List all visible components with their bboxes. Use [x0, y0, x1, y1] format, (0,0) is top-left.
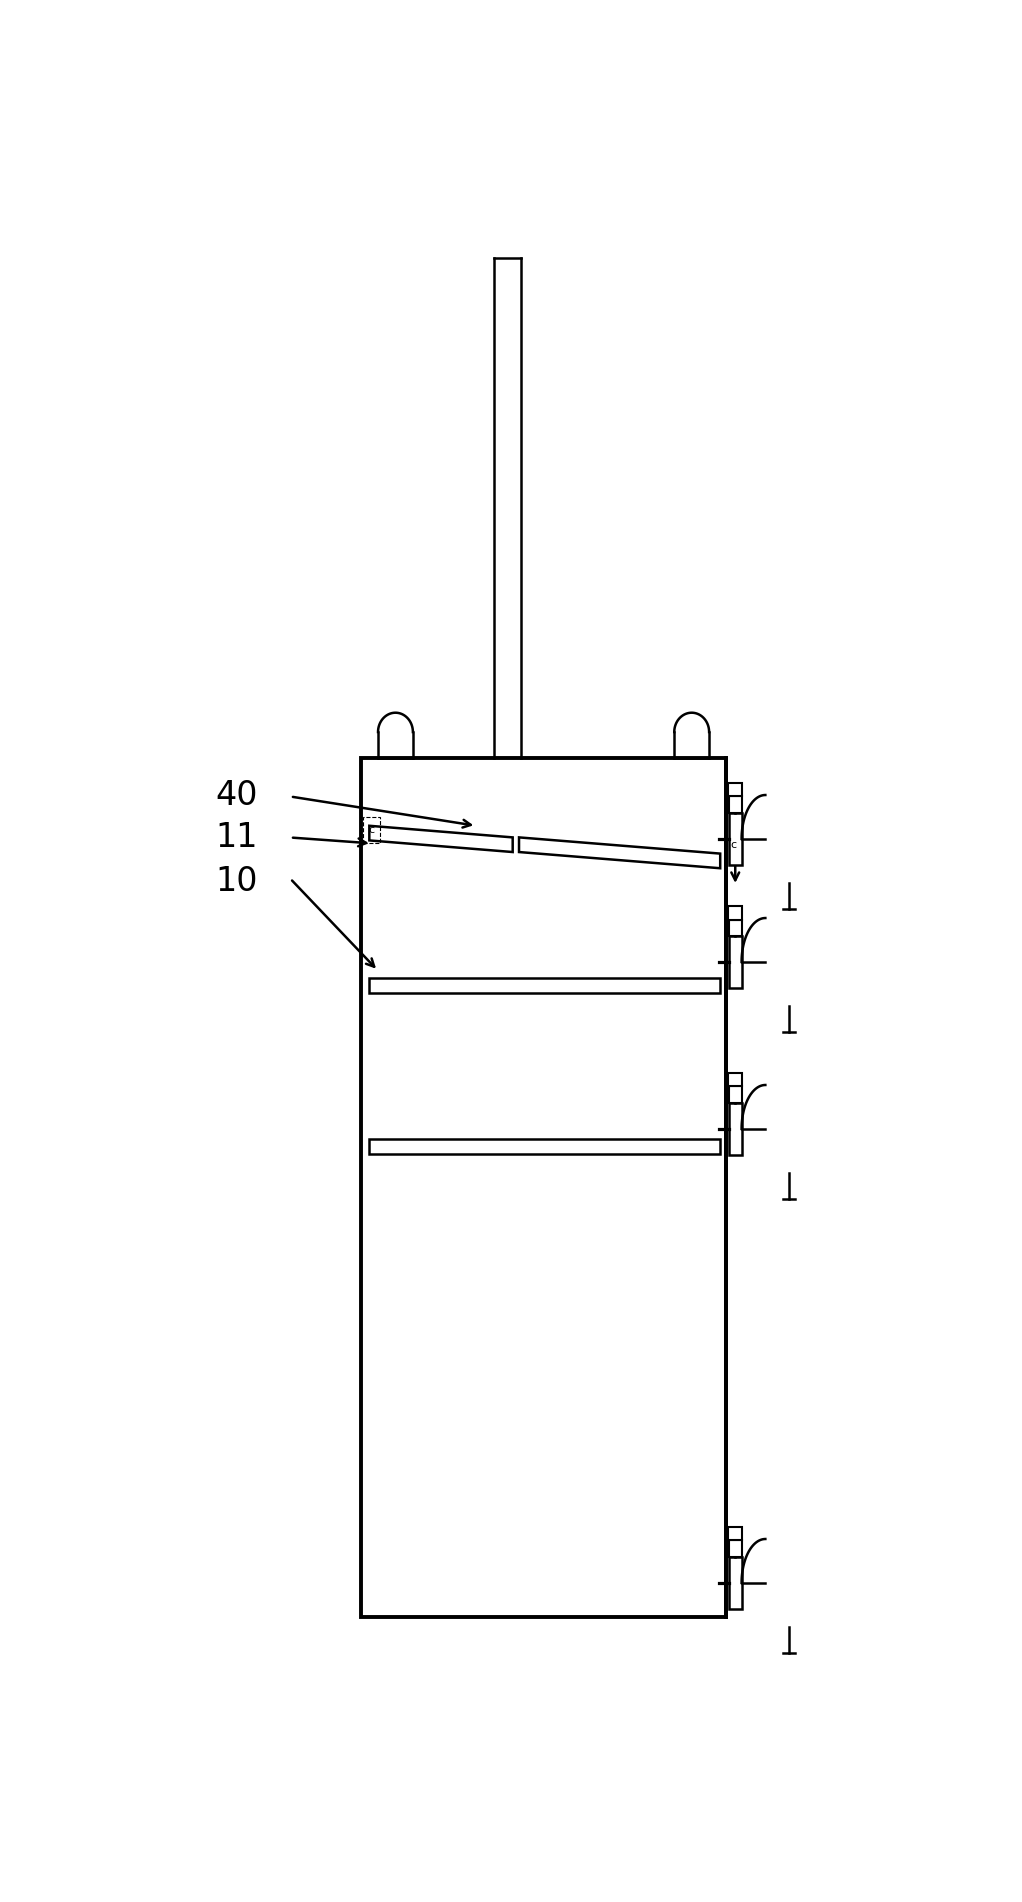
Bar	[729, 1527, 742, 1541]
Bar	[729, 812, 742, 865]
Bar	[729, 1541, 742, 1556]
Text: c: c	[369, 825, 375, 835]
Text: 40: 40	[215, 778, 258, 812]
Text: 11: 11	[215, 822, 258, 854]
Bar	[729, 1556, 742, 1609]
Bar	[363, 818, 380, 843]
Text: 10: 10	[215, 865, 258, 898]
Bar	[729, 1086, 742, 1103]
Bar	[729, 936, 742, 989]
Bar	[729, 919, 742, 936]
Bar	[729, 907, 742, 919]
Bar	[729, 797, 742, 812]
Bar	[729, 1073, 742, 1086]
Bar	[729, 784, 742, 797]
Bar	[729, 1103, 742, 1155]
Text: c: c	[731, 841, 737, 850]
Bar	[362, 759, 726, 1617]
